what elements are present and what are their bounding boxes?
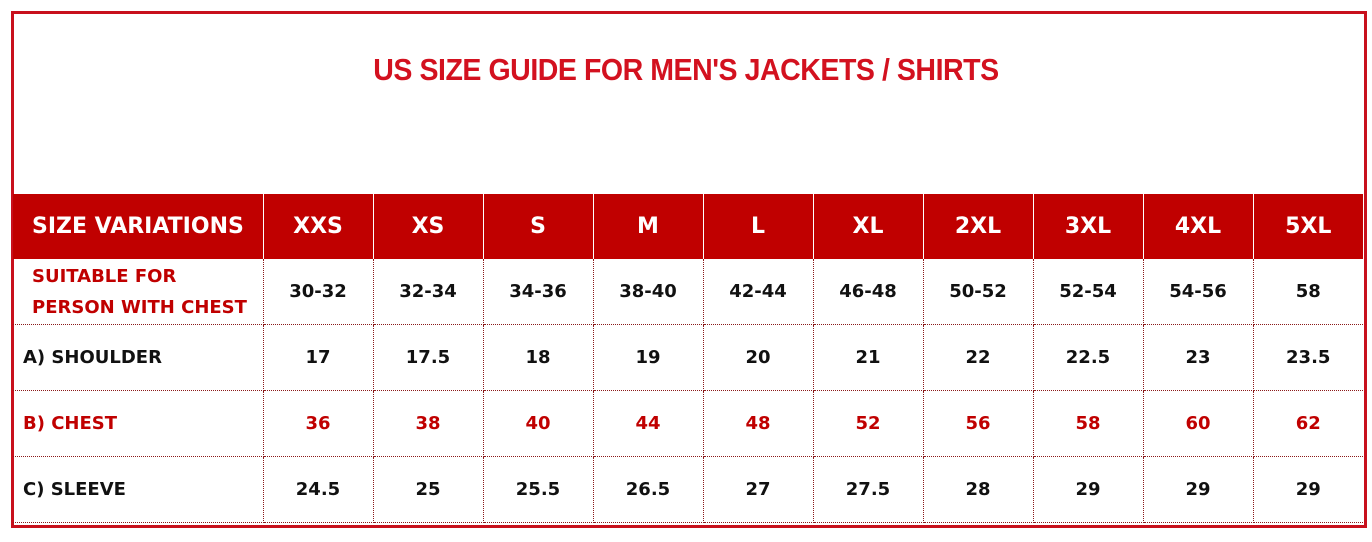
row-label: C) SLEEVE	[13, 456, 264, 523]
size-header: M	[593, 194, 704, 259]
table-cell: 25.5	[483, 456, 594, 523]
table-cell: 27.5	[813, 456, 924, 523]
size-guide-frame	[11, 11, 1367, 528]
table-cell: 26.5	[593, 456, 704, 523]
table-cell: 44	[593, 390, 704, 457]
table-cell: 38-40	[593, 259, 704, 325]
size-header: 3XL	[1033, 194, 1144, 259]
table-cell: 29	[1143, 456, 1254, 523]
header-row: SIZE VARIATIONS XXS XS S M L XL 2XL 3XL 4XL 5XL	[13, 194, 1363, 259]
table-cell: 19	[593, 324, 704, 391]
table-cell: 54-56	[1143, 259, 1254, 325]
table-row: A) SHOULDER 17 17.5 18 19 20 21 22 22.5 23 23.5	[13, 324, 1363, 391]
table-cell: 46-48	[813, 259, 924, 325]
table-cell: 48	[703, 390, 814, 457]
table-cell: 62	[1253, 390, 1363, 457]
table-row: SUITABLE FOR PERSON WITH CHEST 30-32 32-34…	[13, 259, 1363, 325]
table-cell: 34-36	[483, 259, 594, 325]
table-cell: 22	[923, 324, 1034, 391]
table-cell: 52-54	[1033, 259, 1144, 325]
table-row: B) CHEST 36 38 40 44 48 52 56 58 60 62	[13, 390, 1363, 457]
size-header: XL	[813, 194, 924, 259]
table-cell: 24.5	[263, 456, 374, 523]
table-cell: 30-32	[263, 259, 374, 325]
table-cell: 17	[263, 324, 374, 391]
table-cell: 20	[703, 324, 814, 391]
page-title: US SIZE GUIDE FOR MEN'S JACKETS / SHIRTS	[373, 52, 999, 87]
table-cell: 21	[813, 324, 924, 391]
table-cell: 29	[1033, 456, 1144, 523]
table-cell: 36	[263, 390, 374, 457]
size-header: S	[483, 194, 594, 259]
table-cell: 18	[483, 324, 594, 391]
table-cell: 58	[1253, 259, 1363, 325]
table-cell: 60	[1143, 390, 1254, 457]
size-header: L	[703, 194, 814, 259]
row-label: B) CHEST	[13, 390, 264, 457]
table-cell: 17.5	[373, 324, 484, 391]
size-header: 4XL	[1143, 194, 1254, 259]
table-cell: 40	[483, 390, 594, 457]
table-row: C) SLEEVE 24.5 25 25.5 26.5 27 27.5 28 29 29 29	[13, 456, 1363, 523]
size-header: 5XL	[1253, 194, 1363, 259]
size-variations-header: SIZE VARIATIONS	[13, 194, 264, 259]
row-label: SUITABLE FOR PERSON WITH CHEST	[13, 259, 264, 325]
size-header: XS	[373, 194, 484, 259]
table-cell: 38	[373, 390, 484, 457]
size-table: SIZE VARIATIONS XXS XS S M L XL 2XL 3XL 4XL 5XL SU…	[13, 194, 1363, 523]
table-cell: 58	[1033, 390, 1144, 457]
table-cell: 22.5	[1033, 324, 1144, 391]
size-header: 2XL	[923, 194, 1034, 259]
table-cell: 23.5	[1253, 324, 1363, 391]
table-cell: 23	[1143, 324, 1254, 391]
table-cell: 50-52	[923, 259, 1034, 325]
table-cell: 42-44	[703, 259, 814, 325]
table-cell: 32-34	[373, 259, 484, 325]
table-cell: 25	[373, 456, 484, 523]
table-cell: 27	[703, 456, 814, 523]
row-label: A) SHOULDER	[13, 324, 264, 391]
table-cell: 56	[923, 390, 1034, 457]
table-cell: 28	[923, 456, 1034, 523]
size-header: XXS	[263, 194, 374, 259]
table-cell: 52	[813, 390, 924, 457]
table-cell: 29	[1253, 456, 1363, 523]
